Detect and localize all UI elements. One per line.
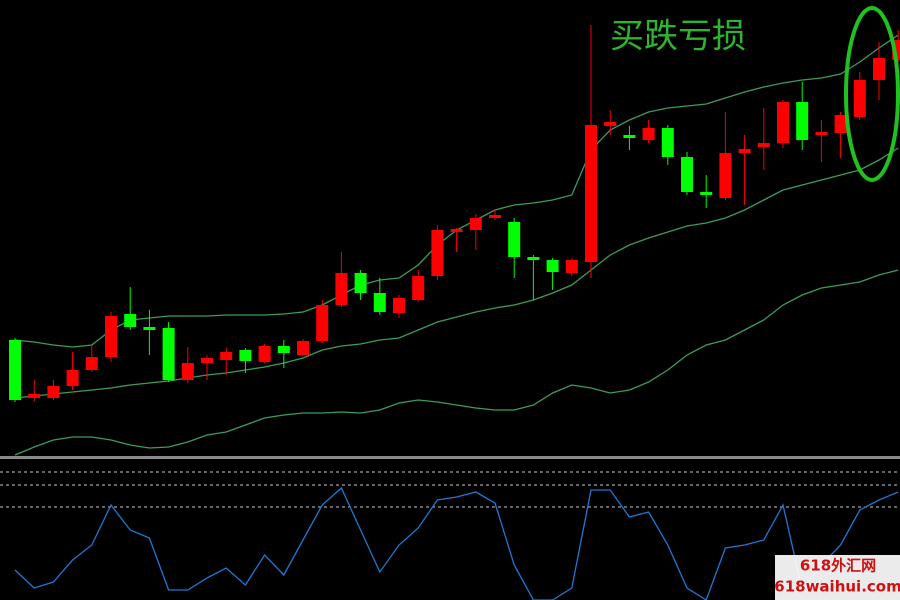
line [14, 486, 899, 600]
line [14, 34, 899, 348]
candle-body [546, 260, 559, 272]
candle-body [47, 386, 60, 398]
candle-body [527, 257, 540, 260]
candle-body [489, 215, 501, 218]
candle-body [450, 229, 463, 232]
candle-body [412, 276, 425, 300]
candle-body [201, 358, 213, 363]
candle-body [431, 230, 444, 276]
watermark: 618外汇网 [800, 557, 876, 575]
watermark: 618waihui.com [774, 578, 900, 596]
candle-body [700, 192, 713, 195]
panel-separator [0, 456, 900, 459]
candle-body [393, 298, 405, 313]
line [14, 269, 899, 456]
candle-body [162, 328, 175, 380]
candle-body [181, 363, 194, 380]
candle-body [124, 314, 137, 327]
candle-body [373, 293, 386, 312]
watermark-box [775, 555, 900, 600]
candle-body [681, 157, 693, 192]
candle-body [66, 370, 79, 386]
candle-body [239, 350, 252, 361]
candle-body [661, 128, 674, 157]
line [14, 147, 899, 399]
candle-body [853, 80, 866, 117]
candle-body [335, 273, 348, 305]
candle-body [604, 122, 617, 126]
candle-body [815, 132, 828, 135]
candle-body [834, 115, 847, 133]
candle-body [777, 102, 789, 143]
candle-body [220, 352, 233, 360]
candle-body [508, 222, 521, 257]
candle-body [9, 340, 21, 400]
candle-body [565, 260, 578, 273]
candle-body [297, 341, 309, 355]
candle-body [258, 346, 271, 362]
candle-body [585, 125, 597, 262]
candle-body [738, 149, 751, 153]
candle-body [642, 128, 655, 140]
chart-title: 买跌亏损 [610, 17, 746, 57]
candle-body [796, 102, 809, 140]
candle-body [105, 316, 117, 357]
candle-body [757, 143, 770, 147]
candle-body [469, 218, 482, 230]
candle-body [873, 58, 885, 80]
candle-body [354, 273, 367, 293]
candle-body [85, 357, 98, 370]
candle-body [316, 305, 329, 341]
candle-body [277, 346, 290, 353]
candle-body [28, 394, 41, 398]
candle-body [719, 153, 732, 198]
candle-body [623, 135, 636, 138]
candle-body [143, 327, 156, 330]
highlight-ellipse [844, 6, 900, 182]
